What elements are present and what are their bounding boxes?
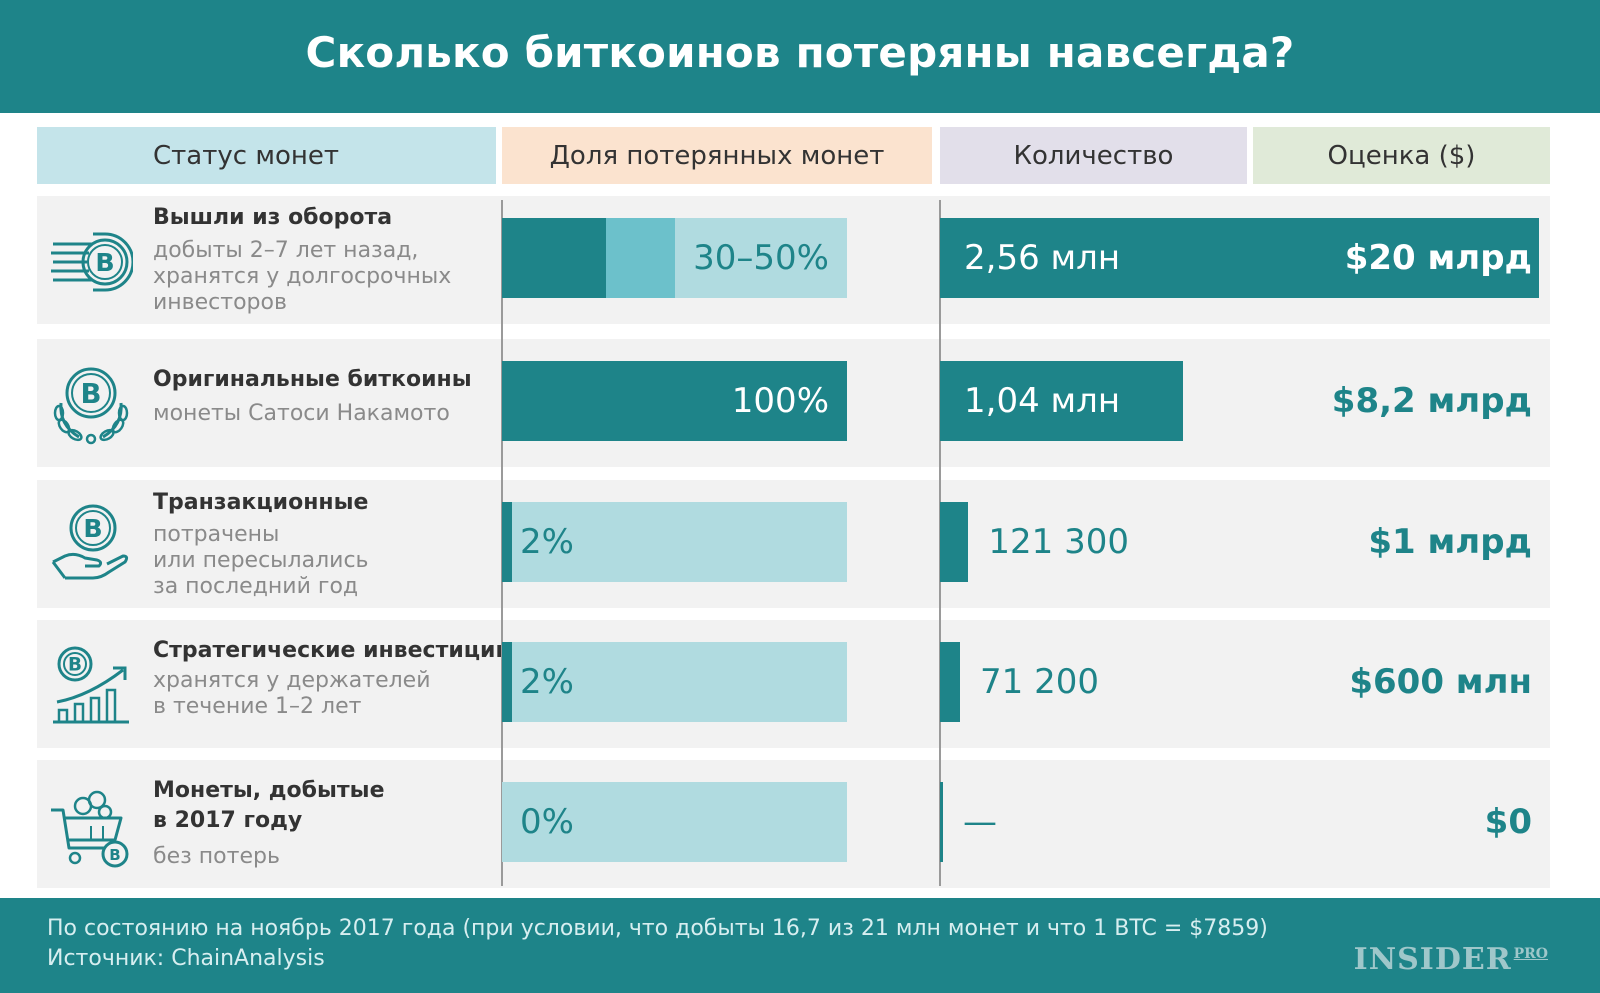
count-value-label: — [963, 802, 997, 842]
count-bar [940, 642, 960, 722]
bitcoin-growth-chart-icon: B [49, 644, 133, 728]
share-bar-range [605, 218, 675, 298]
svg-text:B: B [80, 377, 101, 410]
row-subtitle: потрачены или пересылались за последний … [153, 522, 369, 599]
count-value-label: 2,56 млн [964, 238, 1121, 278]
row-subtitle: монеты Сатоси Накамото [153, 401, 450, 426]
column-header-share: Доля потерянных монет [502, 127, 932, 184]
footer-notes: По состоянию на ноябрь 2017 года (при ус… [47, 914, 1268, 974]
share-bar-background [502, 502, 847, 582]
share-value-label: 30–50% [693, 238, 829, 278]
share-value-label: 100% [731, 381, 829, 421]
share-bar-low [502, 218, 606, 298]
share-bar-background [502, 642, 847, 722]
bitcoin-mining-cart-icon: B [49, 784, 133, 868]
share-value-label: 2% [520, 662, 574, 702]
row-title: Стратегические инвестиции [153, 638, 511, 663]
count-bar [940, 218, 1539, 298]
share-value-label: 0% [520, 802, 574, 842]
valuation-label: $1 млрд [1368, 522, 1532, 562]
header-banner: Сколько биткоинов потеряны навсегда? [0, 0, 1600, 113]
share-value-label: 2% [520, 522, 574, 562]
share-bar-low [502, 502, 512, 582]
share-bar-low [502, 361, 847, 441]
logo-suffix: PRO [1513, 946, 1548, 962]
column-header-count: Количество [940, 127, 1247, 184]
count-value-label: 71 200 [980, 662, 1099, 702]
share-bar-low [502, 642, 512, 722]
svg-text:B: B [83, 514, 102, 543]
bitcoin-laurel-icon: B [49, 363, 133, 447]
footer-source: Источник: ChainAnalysis [47, 946, 325, 971]
column-header-status: Статус монет [37, 127, 496, 184]
page-title: Сколько биткоинов потеряны навсегда? [305, 28, 1295, 77]
row-title: Вышли из оборота [153, 205, 393, 230]
count-value-label: 121 300 [988, 522, 1129, 562]
row-title: Монеты, добытые в 2017 году [153, 778, 385, 833]
count-value-label: 1,04 млн [964, 381, 1121, 421]
table-row: B Стратегические инвестиции хранятся у де… [37, 620, 1550, 748]
column-header-value: Оценка ($) [1253, 127, 1550, 184]
svg-text:B: B [68, 655, 82, 676]
row-subtitle: добыты 2–7 лет назад, хранятся у долгоср… [153, 238, 452, 315]
logo-text: INSIDER [1353, 942, 1512, 977]
row-title: Транзакционные [153, 490, 369, 515]
row-subtitle: хранятся у держателей в течение 1–2 лет [153, 668, 431, 719]
valuation-label: $600 млн [1349, 662, 1532, 702]
row-title: Оригинальные биткоины [153, 367, 472, 392]
insider-pro-logo: INSIDER PRO [1354, 942, 1548, 977]
valuation-label: $8,2 млрд [1331, 381, 1532, 421]
valuation-label: $0 [1484, 802, 1532, 842]
bitcoin-speed-icon: B [49, 220, 135, 304]
count-bar [940, 782, 943, 862]
count-bar [940, 502, 969, 582]
svg-text:B: B [109, 846, 120, 864]
table-row: B Транзакционные потрачены или пересылали… [37, 480, 1550, 608]
count-bar [940, 361, 1184, 441]
footer-note: По состоянию на ноябрь 2017 года (при ус… [47, 916, 1268, 941]
valuation-label: $20 млрд [1344, 238, 1532, 278]
bitcoin-hand-icon: B [49, 504, 133, 588]
svg-text:B: B [95, 248, 114, 277]
footer: По состоянию на ноябрь 2017 года (при ус… [0, 898, 1600, 993]
share-bar-background [502, 782, 847, 862]
row-subtitle: без потерь [153, 844, 280, 869]
